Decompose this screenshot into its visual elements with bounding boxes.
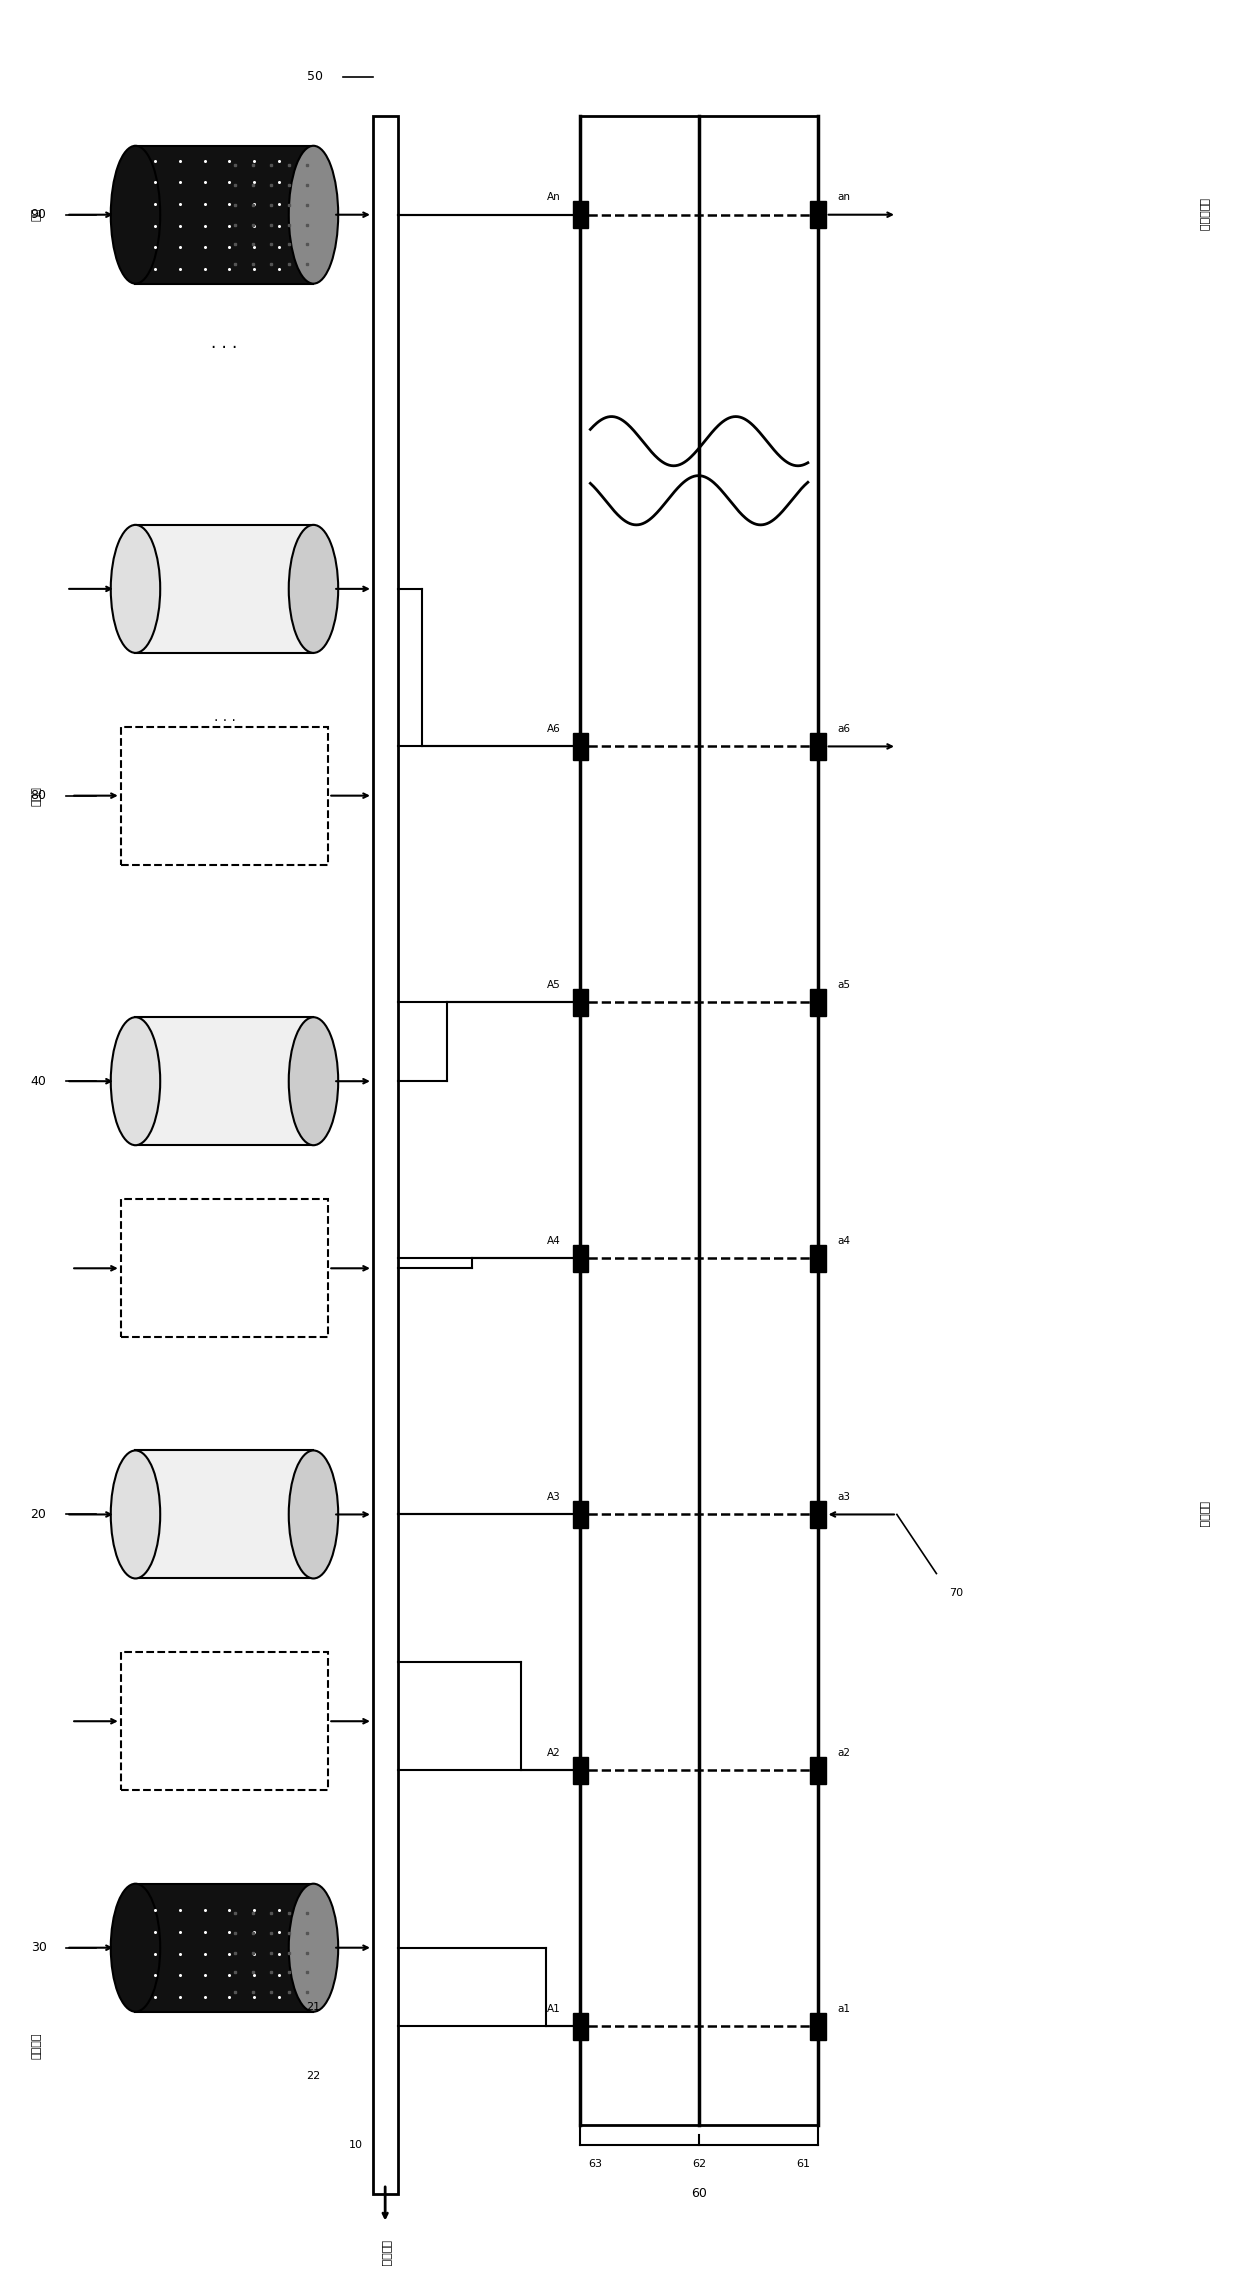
Bar (573, 1501, 588, 1528)
Text: an: an (837, 193, 851, 202)
Bar (810, 988, 826, 1015)
Text: 稼水洗料: 稼水洗料 (1198, 1501, 1209, 1528)
Bar (135, 525, 314, 652)
Bar (120, 1653, 329, 1790)
Ellipse shape (110, 1451, 160, 1578)
Text: A2: A2 (547, 1749, 560, 1758)
Ellipse shape (110, 1017, 160, 1145)
Text: . . .: . . . (211, 334, 238, 352)
Bar (573, 1245, 588, 1272)
Bar (135, 1017, 314, 1145)
Ellipse shape (289, 525, 339, 652)
Text: 卤水精液: 卤水精液 (381, 2239, 391, 2266)
Text: 30: 30 (31, 1942, 46, 1955)
Text: a1: a1 (837, 2003, 851, 2014)
Bar (573, 200, 588, 229)
Text: 洗水: 洗水 (31, 209, 42, 220)
Bar (120, 1199, 329, 1338)
Ellipse shape (110, 145, 160, 284)
Bar (810, 1758, 826, 1785)
Text: 22: 22 (306, 2071, 321, 2080)
Text: a2: a2 (837, 1749, 851, 1758)
Text: 62: 62 (692, 2160, 706, 2169)
Ellipse shape (110, 1883, 160, 2012)
Bar (135, 1451, 314, 1578)
Bar (135, 145, 314, 284)
Text: 90: 90 (31, 209, 46, 220)
Text: A6: A6 (547, 724, 560, 734)
Bar (810, 2012, 826, 2039)
Bar (810, 1245, 826, 1272)
Text: 80: 80 (31, 788, 46, 802)
Text: 稼洗液: 稼洗液 (31, 786, 42, 806)
Text: A5: A5 (547, 979, 560, 990)
Bar (573, 1758, 588, 1785)
Text: 10: 10 (348, 2139, 363, 2151)
Text: A1: A1 (547, 2003, 560, 2014)
Text: 锂液合格液: 锂液合格液 (1198, 198, 1209, 232)
Ellipse shape (289, 1883, 339, 2012)
Text: 70: 70 (949, 1587, 963, 1599)
Bar (810, 200, 826, 229)
Bar (573, 734, 588, 761)
Text: . . .: . . . (213, 711, 236, 724)
Text: 50: 50 (308, 70, 324, 84)
Bar (373, 116, 398, 2194)
Ellipse shape (110, 525, 160, 652)
Text: 20: 20 (31, 1508, 46, 1522)
Text: a3: a3 (837, 1492, 851, 1501)
Ellipse shape (289, 1017, 339, 1145)
Text: a5: a5 (837, 979, 851, 990)
Text: a4: a4 (837, 1235, 851, 1247)
Text: 21: 21 (306, 2001, 320, 2012)
Text: 61: 61 (796, 2160, 810, 2169)
Text: 63: 63 (588, 2160, 603, 2169)
Text: a6: a6 (837, 724, 851, 734)
Bar (573, 2012, 588, 2039)
Text: 60: 60 (691, 2187, 707, 2201)
Text: A4: A4 (547, 1235, 560, 1247)
Bar (810, 1501, 826, 1528)
Ellipse shape (289, 145, 339, 284)
Text: A3: A3 (547, 1492, 560, 1501)
Text: 40: 40 (31, 1074, 46, 1088)
Bar (135, 1883, 314, 2012)
Bar (573, 988, 588, 1015)
Text: 卤水精液: 卤水精液 (31, 2033, 42, 2060)
Bar (810, 734, 826, 761)
Ellipse shape (289, 1451, 339, 1578)
Bar (120, 727, 329, 865)
Text: An: An (547, 193, 560, 202)
